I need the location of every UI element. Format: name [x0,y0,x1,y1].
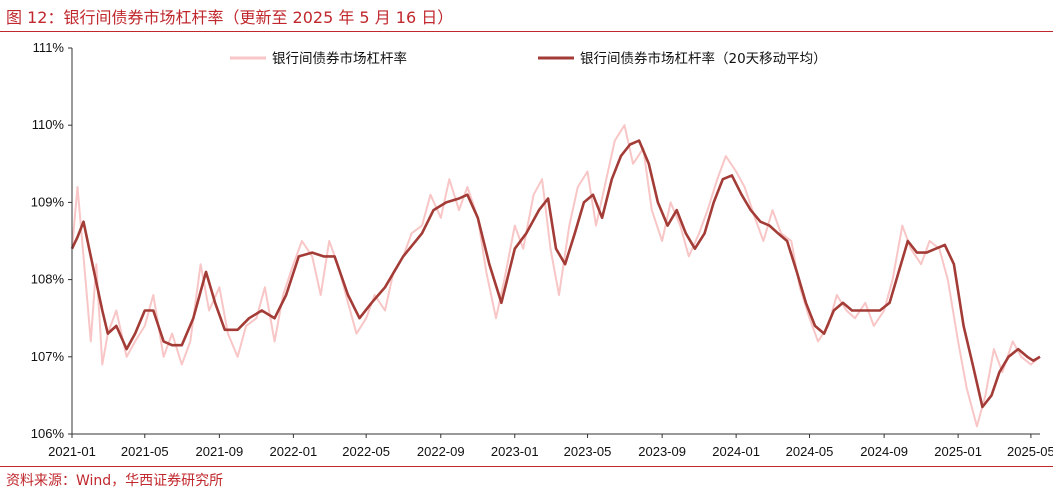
x-tick-label: 2021-09 [196,444,244,459]
x-tick-label: 2024-05 [786,444,834,459]
y-tick-label: 110% [32,117,65,132]
legend-raw-label: 银行间债券市场杠杆率 [272,50,407,67]
x-tick-label: 2022-05 [342,444,390,459]
x-tick-label: 2025-05 [1007,444,1053,459]
x-tick-label: 2024-01 [712,444,760,459]
y-tick-label: 111% [33,40,65,55]
series-lines [70,124,1041,428]
y-tick-label: 108% [31,272,65,287]
x-tick-label: 2025-01 [934,444,982,459]
x-tick-label: 2022-01 [270,444,318,459]
series-line-raw [71,124,1041,428]
legend: 银行间债券市场杠杆率 银行间债券市场杠杆率（20天移动平均） [230,50,827,67]
x-tick-label: 2023-01 [491,444,539,459]
figure-title: 图 12：银行间债券市场杠杆率（更新至 2025 年 5 月 16 日） [6,8,454,27]
y-axis-ticks: 106% 107% 108% 109% 110% 111% [31,40,72,441]
y-tick-label: 106% [31,426,65,441]
y-tick-label: 107% [31,349,65,364]
x-axis-ticks: 2021-01 2021-05 2021-09 2022-01 2022-05 2022-… [48,434,1053,459]
title-rule [0,31,1053,32]
y-tick-label: 109% [31,194,65,209]
x-tick-label: 2021-05 [121,444,169,459]
line-chart: 106%107%108%109%110%111% 2021-01 2021-05 2… [31,40,1053,459]
source-rule [0,466,1053,467]
series-line-ma [70,139,1041,409]
x-tick-label: 2023-09 [638,444,686,459]
x-tick-label: 2023-05 [564,444,612,459]
x-tick-label: 2021-01 [48,444,96,459]
x-tick-label: 2024-09 [860,444,908,459]
x-tick-label: 2022-09 [417,444,465,459]
legend-ma-label: 银行间债券市场杠杆率（20天移动平均） [580,50,827,67]
source-note: 资料来源：Wind，华西证券研究所 [6,473,224,489]
